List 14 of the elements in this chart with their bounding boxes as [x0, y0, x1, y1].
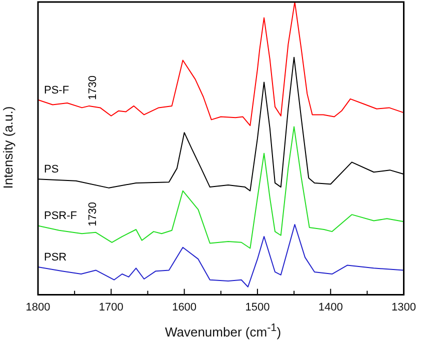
- annotation: 1730: [87, 202, 100, 226]
- x-tick-label: 1600: [172, 301, 197, 314]
- x-tick-label: 1300: [392, 301, 416, 314]
- x-tick-label: 1400: [318, 301, 343, 314]
- series-label: PSR-F: [44, 210, 78, 222]
- x-axis-title: Wavenumber (cm$^{-1}$): [164, 322, 282, 340]
- series-label: PS-F: [44, 84, 70, 96]
- x-tick-label: 1700: [98, 301, 124, 314]
- y-axis-title: Intensity (a.u.): [0, 105, 16, 191]
- series-label: PS: [44, 164, 59, 176]
- series-label: PSR: [44, 252, 67, 264]
- annotation: 1730: [87, 75, 100, 100]
- x-tick-label: 1500: [245, 301, 270, 314]
- x-tick-label: 1800: [26, 301, 50, 314]
